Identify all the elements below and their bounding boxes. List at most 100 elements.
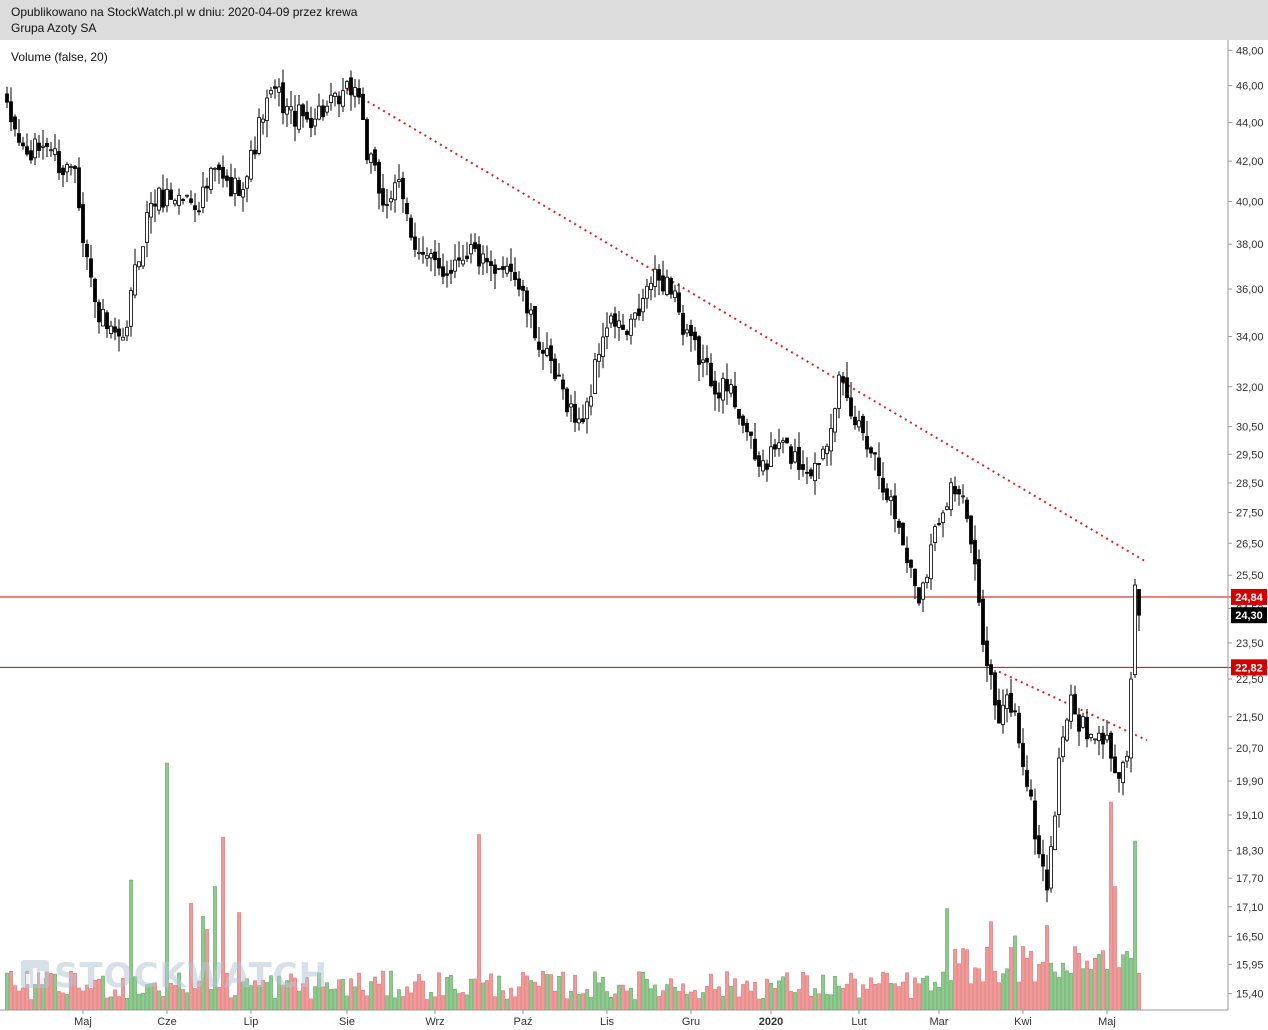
volume-bar <box>829 994 833 1011</box>
x-tick-label: Lis <box>600 1016 615 1028</box>
candle-body <box>53 148 57 155</box>
candle-body <box>365 119 369 161</box>
volume-bar <box>361 990 365 1011</box>
volume-bar <box>809 995 813 1011</box>
volume-bar <box>709 973 713 1011</box>
volume-bar <box>1061 962 1065 1011</box>
candle-body <box>693 331 697 341</box>
candle-body <box>505 265 509 274</box>
candle <box>937 517 941 526</box>
y-tick-label: 27,50 <box>1236 508 1264 520</box>
candle-body <box>193 205 197 210</box>
candle <box>129 287 133 337</box>
trendline[interactable] <box>998 670 1148 742</box>
candle <box>885 483 889 503</box>
candle-body <box>541 349 545 354</box>
candle <box>505 257 509 277</box>
volume-bar <box>417 974 421 1011</box>
candle <box>977 549 981 606</box>
volume-bar <box>569 991 573 1011</box>
candle-body <box>121 336 125 341</box>
candle <box>257 108 261 156</box>
candle <box>689 319 693 352</box>
candle <box>477 236 481 275</box>
candle-body <box>569 403 573 408</box>
candle-body <box>49 149 53 152</box>
candle-body <box>1105 734 1109 741</box>
candle-body <box>957 489 961 495</box>
candle-body <box>337 95 341 105</box>
candle <box>85 239 89 271</box>
price-tags: 24,84 24,30 22,82 <box>1231 588 1267 676</box>
candle <box>285 98 289 127</box>
volume-bar <box>893 983 897 1011</box>
candle-body <box>413 236 417 250</box>
candle-body <box>733 385 737 408</box>
candle-body <box>1013 710 1017 713</box>
volume-bar <box>681 983 685 1011</box>
candle <box>421 236 425 264</box>
candle-body <box>977 559 981 603</box>
volume-bar <box>689 991 693 1011</box>
candle <box>617 311 621 341</box>
candle <box>5 86 9 109</box>
volume-bar <box>481 982 485 1011</box>
candle <box>389 190 393 211</box>
candle-body <box>865 436 869 450</box>
candle <box>1105 720 1109 743</box>
candle-body <box>721 378 725 401</box>
x-tick-label: Wrz <box>425 1016 444 1028</box>
candle-body <box>473 242 477 249</box>
candle-body <box>1089 733 1093 738</box>
candle <box>561 373 565 400</box>
candle-body <box>113 326 117 333</box>
candle-body <box>89 258 93 278</box>
candle <box>1049 835 1053 893</box>
candle-body <box>949 482 953 511</box>
candle <box>981 589 985 653</box>
candle <box>117 319 121 352</box>
candle-body <box>1113 756 1117 774</box>
candle-body <box>857 420 861 428</box>
volume-bar <box>653 984 657 1011</box>
volume-bar <box>1137 972 1141 1011</box>
volume-bar <box>345 995 349 1011</box>
trendline[interactable] <box>346 88 1148 564</box>
volume-bar <box>1105 969 1109 1011</box>
candle <box>233 168 237 207</box>
candle-body <box>361 93 365 120</box>
volume-bar <box>1037 964 1041 1011</box>
candle <box>685 323 689 337</box>
volume-bar <box>105 997 109 1011</box>
volume-bar <box>989 921 993 1011</box>
candle-body <box>245 176 249 189</box>
volume-bar <box>489 973 493 1011</box>
volume-bar <box>1001 973 1005 1011</box>
volume-bar <box>905 972 909 1011</box>
candle-body <box>629 318 633 336</box>
volume-bar <box>577 994 581 1011</box>
x-tick-label: Cze <box>157 1016 177 1028</box>
candle <box>501 256 505 278</box>
candle <box>857 410 861 432</box>
candle <box>337 91 341 118</box>
candle-body <box>793 451 797 463</box>
candle-body <box>377 161 381 194</box>
candle-body <box>281 82 285 114</box>
volume-bar <box>597 982 601 1011</box>
candle-body <box>101 308 105 327</box>
candle <box>409 214 413 241</box>
candle-body <box>901 522 905 546</box>
candle <box>833 407 837 442</box>
volume-bar <box>1077 953 1081 1011</box>
volume-bar <box>1033 981 1037 1011</box>
candle-body <box>509 263 513 272</box>
candle <box>1113 744 1117 774</box>
candle-body <box>925 576 929 584</box>
candle <box>549 338 553 374</box>
candle <box>361 87 365 120</box>
candle-body <box>565 388 569 413</box>
candle <box>121 327 125 341</box>
volume-bar <box>49 973 53 1011</box>
